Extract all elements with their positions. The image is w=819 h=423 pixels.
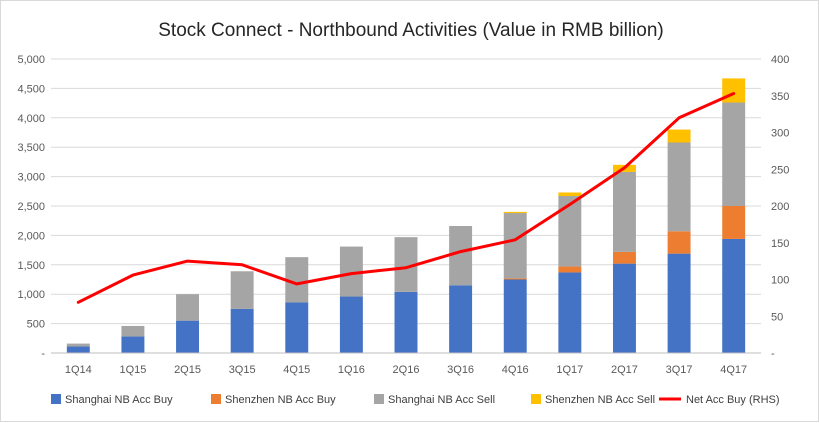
bar-segment (722, 238, 746, 353)
x-tick-label: 4Q17 (720, 364, 747, 376)
x-tick-label: 4Q15 (283, 364, 310, 376)
bar-segment (612, 263, 636, 353)
bar-segment (449, 225, 473, 286)
y2-tick-label: 250 (771, 164, 789, 176)
x-tick-label: 2Q15 (174, 364, 201, 376)
x-tick-label: 3Q15 (229, 364, 256, 376)
bar-segment (66, 346, 90, 353)
legend-label: Net Acc Buy (RHS) (686, 394, 780, 406)
bar-segment (667, 142, 691, 232)
bar-segment (612, 251, 636, 264)
bar-segment (558, 196, 582, 267)
y2-tick-label: 400 (771, 54, 789, 66)
y2-tick-label: 50 (771, 311, 783, 323)
y-tick-label: 4,500 (17, 83, 45, 95)
x-tick-label: 1Q15 (119, 364, 146, 376)
bar-segment (722, 206, 746, 239)
x-tick-label: 3Q16 (447, 364, 474, 376)
bar-segment (667, 253, 691, 353)
bar-segment (503, 211, 527, 214)
x-tick-label: 2Q16 (393, 364, 420, 376)
line-group (76, 92, 736, 304)
legend-label: Shanghai NB Acc Buy (65, 394, 173, 406)
bar-segment (339, 246, 363, 297)
bar-segment (339, 296, 363, 353)
bar-segment (230, 271, 254, 309)
x-tick-label: 3Q17 (666, 364, 693, 376)
bar-segment (722, 78, 746, 103)
y-tick-label: 2,500 (17, 201, 45, 213)
bar-segment (230, 308, 254, 353)
y-tick-label: 1,000 (17, 289, 45, 301)
y-tick-label: - (41, 348, 45, 360)
legend-label: Shanghai NB Acc Sell (388, 394, 495, 406)
legend-label: Shenzhen NB Acc Buy (225, 394, 336, 406)
y-tick-label: 500 (27, 319, 45, 331)
x-tick-label: 1Q16 (338, 364, 365, 376)
bar-segment (285, 302, 309, 353)
bar-segment (121, 336, 145, 353)
bar-segment (558, 192, 582, 197)
y2-tick-label: - (771, 348, 775, 360)
bar-segment (66, 343, 90, 347)
bar-segment (503, 278, 527, 280)
x-tick-label: 4Q16 (502, 364, 529, 376)
bar-segment (667, 231, 691, 254)
bar-segment (394, 291, 418, 353)
bar-segment (121, 325, 145, 337)
bar-segment (449, 285, 473, 353)
legend-label: Shenzhen NB Acc Sell (545, 394, 655, 406)
y2-tick-label: 350 (771, 91, 789, 103)
y-tick-label: 2,000 (17, 230, 45, 242)
bar-segment (722, 102, 746, 206)
axes-group: - 500 1,000 1,500 2,000 2,500 3,000 3,500 4,000 4… (17, 54, 789, 376)
y-tick-label: 4,000 (17, 113, 45, 125)
bar-segment (667, 129, 691, 143)
gridlines (51, 58, 761, 354)
chart-title: Stock Connect - Northbound Activities (V… (158, 20, 664, 41)
legend: Shanghai NB Acc Buy Shenzhen NB Acc Buy Sh… (51, 394, 780, 406)
bar-segment (503, 213, 527, 279)
y2-tick-label: 300 (771, 128, 789, 140)
x-tick-label: 1Q17 (556, 364, 583, 376)
legend-swatch (374, 394, 384, 404)
net-acc-buy-line (76, 92, 736, 304)
y-tick-label: 5,000 (17, 54, 45, 66)
y-tick-label: 1,500 (17, 260, 45, 272)
bar-segment (176, 320, 200, 353)
bar-segment (612, 171, 636, 252)
legend-swatch (51, 394, 61, 404)
bar-segment (503, 279, 527, 353)
bar-segment (558, 266, 582, 273)
x-tick-label: 1Q14 (65, 364, 92, 376)
bar-segment (394, 237, 418, 292)
x-tick-label: 2Q17 (611, 364, 638, 376)
y2-tick-label: 150 (771, 238, 789, 250)
bars-group (66, 78, 746, 353)
y-tick-label: 3,500 (17, 142, 45, 154)
y-tick-label: 3,000 (17, 172, 45, 184)
bar-segment (558, 272, 582, 353)
bar-segment (285, 257, 309, 303)
y2-tick-label: 200 (771, 201, 789, 213)
y2-tick-label: 100 (771, 275, 789, 287)
legend-swatch (531, 394, 541, 404)
bar-segment (176, 294, 200, 321)
legend-swatch (211, 394, 221, 404)
